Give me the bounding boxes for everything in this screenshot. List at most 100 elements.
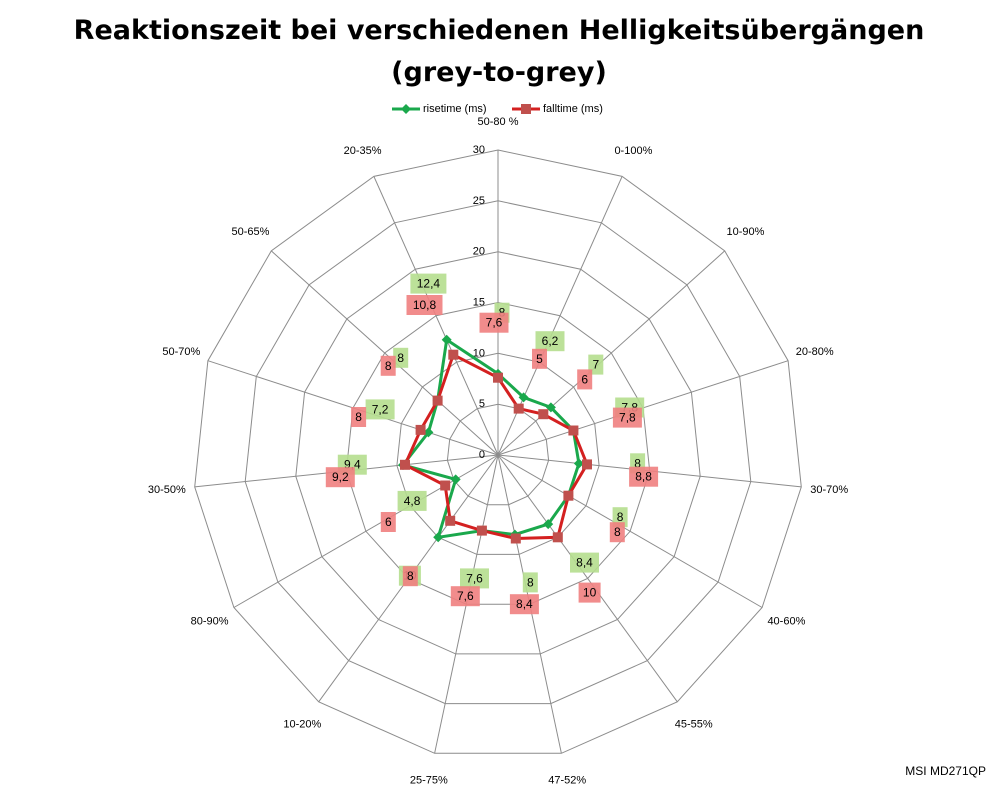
data-label: 7,8 (619, 411, 636, 425)
data-label-box (612, 407, 642, 428)
data-label: 8 (527, 575, 534, 589)
category-label: 25-75% (410, 775, 448, 786)
data-label-box (509, 594, 539, 615)
radial-tick-label: 30 (473, 144, 485, 156)
chart-title: Reaktionszeit bei verschiedenen Helligke… (0, 10, 998, 94)
grid-ring (446, 403, 550, 506)
data-label-box (460, 568, 489, 589)
radial-tick-label: 5 (479, 398, 485, 410)
data-label: 5 (536, 352, 543, 366)
radial-tick-label: 15 (473, 297, 485, 309)
data-point (563, 490, 574, 501)
data-label-box (380, 355, 396, 376)
data-point (445, 515, 456, 526)
data-point (433, 532, 444, 543)
data-label: 8 (614, 525, 621, 539)
grid-spoke (497, 250, 726, 456)
data-label-box (325, 467, 355, 488)
data-point (568, 425, 579, 436)
data-label-box (609, 522, 625, 543)
category-label: 30-50% (148, 484, 186, 496)
data-label: 7,6 (466, 571, 483, 585)
series-line (403, 352, 589, 541)
data-label-box (629, 466, 659, 487)
grid-ring (396, 352, 600, 555)
data-point (552, 532, 563, 543)
data-label: 12,4 (417, 277, 441, 291)
data-label-box (351, 407, 367, 427)
data-label-box (365, 399, 395, 420)
data-label: 6 (581, 372, 588, 386)
data-point (441, 334, 452, 345)
grid-ring (345, 301, 651, 605)
data-point (573, 458, 584, 469)
data-label: 8 (355, 410, 362, 424)
data-point (582, 459, 592, 470)
radial-ticks: 0 5 10 15 20 25 30 (473, 144, 485, 461)
data-point (538, 409, 549, 420)
data-point (400, 459, 410, 470)
category-labels: 50-80 % 0-100% 10-90% 20-80% 30-70% 40-60% 45-… (148, 116, 849, 786)
data-label-box (402, 566, 418, 587)
category-label: 20-80% (796, 346, 834, 358)
category-label: 50-65% (232, 226, 270, 238)
legend-marker-risetime (401, 104, 411, 114)
data-label: 7,6 (486, 316, 503, 330)
footnote: MSI MD271QP (905, 764, 986, 778)
data-point (423, 427, 434, 438)
category-label: 40-60% (767, 616, 805, 628)
data-label: 10 (583, 586, 597, 600)
data-point (493, 372, 503, 383)
category-label: 30-70% (810, 484, 848, 496)
data-point (450, 474, 461, 485)
data-point (518, 392, 529, 403)
chart-title-line1: Reaktionszeit bei verschiedenen Helligke… (73, 15, 925, 46)
data-label-box (410, 273, 447, 294)
data-label-box (532, 348, 547, 369)
legend-marker-falltime (521, 104, 531, 114)
grid-spoke (270, 250, 499, 456)
radial-tick-label: 25 (473, 195, 485, 207)
category-label: 47-52% (548, 775, 586, 786)
data-point (543, 519, 554, 530)
legend-label-risetime: risetime (ms) (423, 103, 487, 115)
data-labels: 86,277,8888,487,6104,89,47,2812,47,6567,… (325, 273, 659, 615)
series-falltime (400, 349, 592, 544)
radial-tick-label: 10 (473, 347, 485, 359)
data-label: 8 (397, 351, 404, 365)
data-label: 8 (385, 359, 392, 373)
data-label: 10,8 (413, 298, 437, 312)
grid-ring (194, 149, 802, 754)
series-layer (398, 334, 592, 544)
legend: risetime (ms) falltime (ms) (392, 103, 603, 115)
data-label: 8 (634, 456, 641, 470)
data-label: 6,2 (542, 334, 559, 348)
data-point (510, 533, 521, 544)
data-label: 8 (617, 510, 624, 524)
data-label-box (522, 572, 538, 593)
grid-ring (244, 200, 752, 705)
grid-spoke (497, 454, 678, 703)
legend-item-risetime: risetime (ms) (392, 103, 487, 115)
data-label-box (578, 582, 601, 603)
category-label: 80-90% (191, 616, 229, 628)
data-point (415, 424, 426, 435)
data-label-box (577, 369, 593, 390)
category-label: 10-90% (727, 226, 765, 238)
data-label-box (570, 552, 599, 573)
series-line (400, 337, 581, 540)
data-point (448, 349, 459, 360)
data-label: 8,4 (516, 597, 533, 611)
radar-grid (194, 149, 802, 754)
chart-title-line2: (grey-to-grey) (391, 57, 607, 88)
grid-spoke (373, 176, 499, 456)
category-label: 10-20% (283, 718, 321, 730)
radial-tick-label: 20 (473, 246, 485, 258)
data-label-box (535, 331, 565, 352)
data-label: 8,8 (635, 470, 652, 484)
data-point (545, 402, 556, 413)
data-label: 7 (592, 358, 599, 372)
data-point (476, 525, 487, 536)
data-label-box (406, 295, 443, 315)
